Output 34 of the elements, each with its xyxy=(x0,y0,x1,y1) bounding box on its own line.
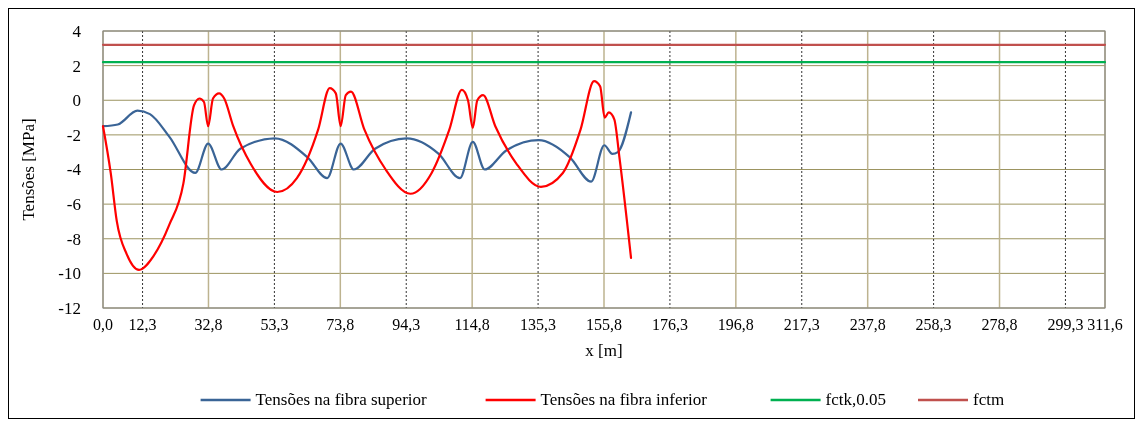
x-tick-label: 299,3 xyxy=(1047,316,1084,333)
y-tick-label: -10 xyxy=(58,264,81,284)
x-axis-title: x [m] xyxy=(585,341,623,360)
legend-label: Tensões na fibra inferior xyxy=(540,390,708,409)
y-axis-title: Tensões [MPa] xyxy=(19,118,38,221)
x-tick-label: 176,3 xyxy=(651,316,688,333)
line-series xyxy=(101,80,633,272)
y-tick-label: 0 xyxy=(72,91,81,111)
x-tick-label: 135,3 xyxy=(520,316,557,333)
x-tick-label: 155,8 xyxy=(586,316,622,333)
y-tick-label: 4 xyxy=(72,21,82,41)
legend-label: fctm xyxy=(973,390,1005,409)
x-tick-label: 32,8 xyxy=(194,316,223,333)
x-tick-label: 311,6 xyxy=(1087,316,1123,333)
y-tick-label: -12 xyxy=(58,298,81,318)
x-tick-label: 53,3 xyxy=(260,316,289,333)
y-tick-label: -2 xyxy=(66,125,81,145)
x-tick-label: 94,3 xyxy=(392,316,421,333)
x-tick-label: 237,8 xyxy=(849,316,886,333)
legend-label: fctk,0.05 xyxy=(825,390,887,409)
line-series xyxy=(101,109,633,183)
legend-label: Tensões na fibra superior xyxy=(255,390,428,409)
y-tick-label: 2 xyxy=(72,56,81,76)
y-tick-label: -4 xyxy=(66,160,82,180)
x-tick-label: 114,8 xyxy=(454,316,490,333)
x-tick-label: 278,8 xyxy=(981,316,1018,333)
x-tick-label: 258,3 xyxy=(915,316,952,333)
x-tick-label: 0,0 xyxy=(93,316,113,333)
x-tick-label: 217,3 xyxy=(783,316,820,333)
x-tick-label: 12,3 xyxy=(128,316,157,333)
x-tick-label: 196,8 xyxy=(717,316,754,333)
y-tick-label: -6 xyxy=(66,195,81,215)
x-tick-label: 73,8 xyxy=(326,316,355,333)
y-tick-label: -8 xyxy=(66,229,81,249)
